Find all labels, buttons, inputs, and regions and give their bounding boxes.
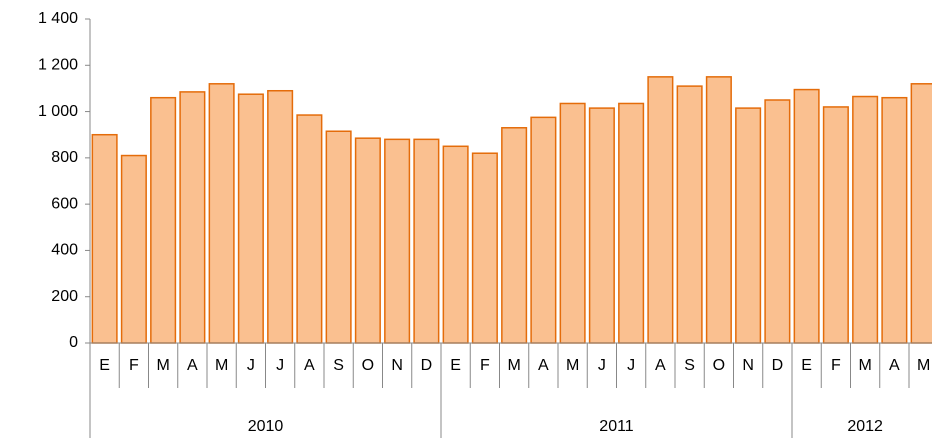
y-tick-label: 1 400 (38, 10, 78, 27)
bar (588, 107, 615, 344)
bar (413, 138, 440, 344)
bar (530, 116, 557, 344)
x-tick-label: S (333, 357, 344, 374)
year-label: 2010 (248, 418, 284, 435)
bar (179, 91, 206, 344)
bar (910, 83, 932, 344)
x-tick-label: O (362, 357, 374, 374)
x-tick-label: E (801, 357, 812, 374)
y-tick-label: 200 (51, 288, 78, 305)
year-label: 2011 (599, 418, 634, 435)
x-tick-label: D (772, 357, 784, 374)
x-tick-label: D (421, 357, 433, 374)
x-tick-label: O (713, 357, 725, 374)
bar (881, 96, 908, 344)
x-tick-label: M (215, 357, 228, 374)
bar (325, 130, 352, 344)
year-label: 2012 (847, 418, 883, 435)
x-tick-label: E (99, 357, 110, 374)
y-tick-label: 800 (51, 149, 78, 166)
bar (384, 138, 411, 344)
bar (764, 99, 791, 344)
x-tick-label: S (684, 357, 695, 374)
bar (442, 145, 469, 344)
y-tick-label: 1 200 (38, 57, 78, 74)
bar (822, 106, 849, 344)
bar (618, 102, 645, 344)
y-tick-label: 1 000 (38, 103, 78, 120)
x-tick-label: M (566, 357, 579, 374)
bar (852, 95, 879, 344)
bar (150, 96, 177, 344)
x-tick-label: M (858, 357, 871, 374)
bar (120, 154, 147, 344)
bar (91, 133, 118, 344)
x-tick-label: M (507, 357, 520, 374)
bar (267, 89, 294, 344)
x-tick-label: J (276, 357, 284, 374)
x-tick-label: F (831, 357, 841, 374)
x-tick-label: A (538, 357, 549, 374)
x-tick-label: J (627, 357, 635, 374)
bar (705, 76, 732, 344)
bar (676, 85, 703, 344)
bar (471, 152, 498, 344)
x-tick-label: A (889, 357, 900, 374)
y-tick-label: 400 (51, 242, 78, 259)
x-tick-label: N (391, 357, 403, 374)
x-tick-label: E (450, 357, 461, 374)
x-tick-label: A (655, 357, 666, 374)
bar (735, 107, 762, 344)
x-tick-label: J (598, 357, 606, 374)
y-tick-label: 600 (51, 195, 78, 212)
bar (793, 88, 820, 344)
y-tick-label: 0 (69, 334, 78, 351)
x-tick-label: M (917, 357, 930, 374)
x-tick-label: M (156, 357, 169, 374)
x-tick-label: F (480, 357, 490, 374)
bar (296, 114, 323, 344)
bar (559, 102, 586, 344)
x-tick-label: F (129, 357, 139, 374)
bar (354, 137, 381, 344)
x-tick-label: A (187, 357, 198, 374)
bar (647, 76, 674, 344)
bar (208, 83, 235, 344)
x-tick-label: J (247, 357, 255, 374)
bar (501, 127, 528, 344)
x-tick-label: A (304, 357, 315, 374)
bar (237, 93, 264, 344)
x-tick-label: N (742, 357, 754, 374)
